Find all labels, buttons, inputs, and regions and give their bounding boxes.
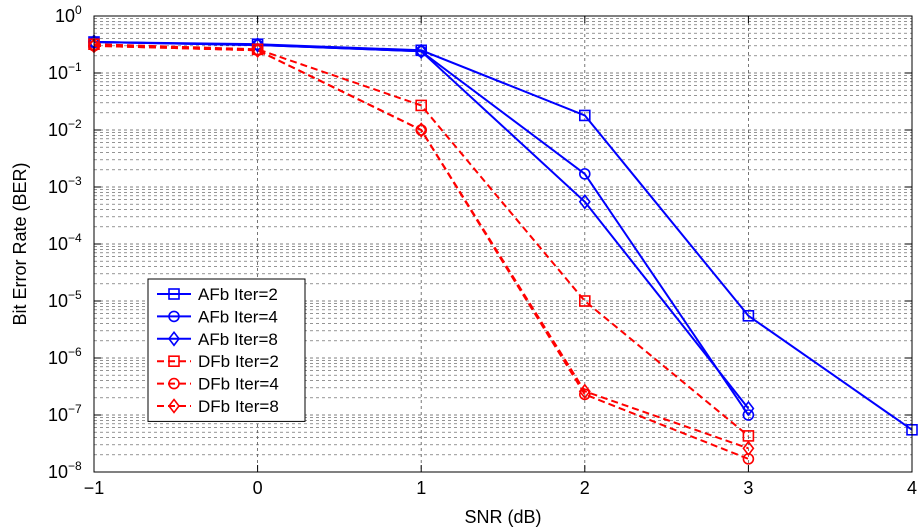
diamond-marker — [415, 122, 428, 138]
diamond-marker — [742, 440, 755, 457]
legend-item: DFb Iter=4 — [157, 375, 279, 394]
y-tick-label: 10−4 — [48, 231, 82, 254]
circle-marker — [742, 409, 755, 421]
circle-marker — [578, 388, 591, 401]
legend-label: AFb Iter=2 — [198, 285, 278, 304]
x-tick-label: 2 — [580, 478, 590, 498]
series-dfb-iter-8 — [87, 37, 755, 457]
x-axis-label: SNR (dB) — [464, 507, 541, 527]
legend-item: AFb Iter=8 — [157, 330, 278, 349]
y-tick-label: 10−2 — [48, 117, 82, 140]
legend-item: DFb Iter=8 — [157, 397, 279, 416]
square-marker — [578, 109, 591, 122]
legend-label: DFb Iter=2 — [198, 352, 279, 371]
legend-label: AFb Iter=8 — [198, 330, 278, 349]
diamond-marker — [742, 400, 755, 417]
circle-marker — [578, 168, 591, 180]
square-marker — [578, 295, 591, 307]
ticks: −1 0 1 2 3 4 100 10−1 10−2 10−3 10−4 10−5 10−6 10−7 10… — [48, 3, 917, 498]
diamond-marker — [251, 37, 264, 53]
circle-marker — [168, 310, 180, 323]
square-marker — [168, 355, 180, 368]
diamond-marker — [415, 43, 428, 60]
series-line — [93, 44, 749, 450]
legend: AFb Iter=2 AFb Iter=4 AFb Iter=8 DFb Iter=2… — [147, 278, 306, 422]
legend-item: AFb Iter=2 — [157, 285, 278, 304]
legend-box — [147, 278, 306, 422]
y-tick-label: 10−8 — [48, 459, 82, 482]
legend-label: AFb Iter=4 — [198, 307, 278, 326]
series-line — [93, 41, 750, 410]
x-tick-label: 4 — [907, 478, 917, 498]
series-layer — [87, 34, 918, 465]
y-axis-label: Bit Error Rate (BER) — [10, 162, 30, 325]
y-tick-label: 10−7 — [48, 402, 82, 425]
y-tick-label: 10−3 — [48, 174, 82, 197]
diamond-marker — [167, 398, 181, 414]
legend-item: AFb Iter=4 — [157, 307, 278, 326]
diamond-marker — [578, 193, 591, 210]
legend-item: DFb Iter=2 — [157, 352, 279, 371]
x-tick-label: 1 — [416, 478, 426, 498]
diamond-marker — [578, 383, 591, 400]
circle-marker — [168, 377, 180, 390]
diamond-marker — [167, 330, 181, 347]
x-tick-label: 3 — [743, 478, 753, 498]
series-line — [93, 43, 750, 437]
x-tick-label: 0 — [253, 478, 263, 498]
y-tick-label: 10−6 — [48, 345, 82, 368]
x-tick-label: −1 — [84, 478, 105, 498]
legend-label: DFb Iter=8 — [198, 397, 279, 416]
square-marker — [742, 309, 755, 322]
legend-label: DFb Iter=4 — [198, 375, 279, 394]
square-marker — [415, 99, 428, 112]
y-tick-label: 10−5 — [48, 288, 82, 311]
grid — [94, 16, 912, 472]
y-tick-label: 10−1 — [48, 60, 82, 83]
square-marker — [168, 288, 180, 300]
y-tick-label: 100 — [55, 3, 82, 26]
diamond-marker — [251, 42, 264, 59]
